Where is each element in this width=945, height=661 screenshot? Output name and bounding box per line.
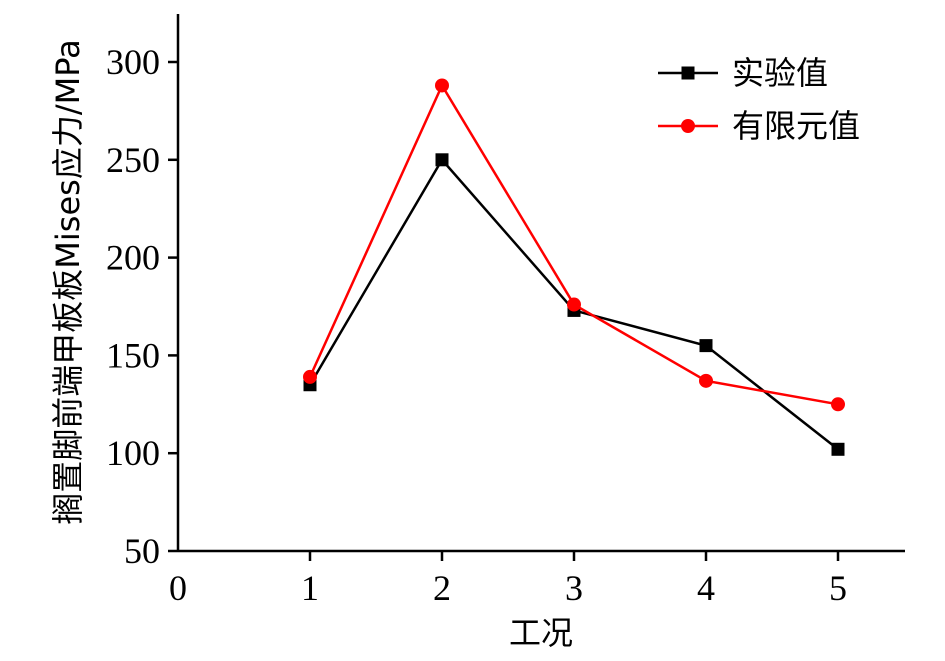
data-point-circle xyxy=(831,397,845,412)
x-ticks: 0 1 2 3 4 5 xyxy=(169,551,847,608)
x-tick-label: 2 xyxy=(433,568,451,608)
x-tick-label: 1 xyxy=(301,568,319,608)
x-tick-label: 3 xyxy=(565,568,583,608)
y-axis-title: 搁置脚前端甲板板Mises应力/MPa xyxy=(49,39,87,524)
plot-area: 50 100 150 200 250 300 0 1 2 3 4 5 xyxy=(106,14,905,608)
x-tick-label: 0 xyxy=(169,568,187,608)
legend-label: 实验值 xyxy=(732,54,828,92)
y-tick-label: 250 xyxy=(106,140,160,180)
y-ticks: 50 100 150 200 250 300 xyxy=(106,42,178,571)
data-point-square xyxy=(435,153,449,167)
legend-marker-circle xyxy=(681,119,695,133)
y-tick-label: 100 xyxy=(106,433,160,473)
legend-marker-square xyxy=(681,66,695,80)
x-tick-label: 5 xyxy=(829,568,847,608)
y-tick-label: 200 xyxy=(106,238,160,278)
data-point-circle xyxy=(303,369,317,384)
data-point-circle xyxy=(435,78,449,93)
y-tick-label: 150 xyxy=(106,335,160,375)
x-tick-label: 4 xyxy=(697,568,715,608)
y-tick-label: 300 xyxy=(106,42,160,82)
y-tick-label: 50 xyxy=(124,531,160,571)
legend-label: 有限元值 xyxy=(732,107,860,145)
x-axis-title: 工况 xyxy=(509,614,573,652)
data-point-square xyxy=(831,442,845,456)
series-layer xyxy=(303,78,845,456)
data-point-circle xyxy=(699,373,713,388)
data-point-circle xyxy=(567,297,581,312)
data-point-square xyxy=(699,339,713,353)
